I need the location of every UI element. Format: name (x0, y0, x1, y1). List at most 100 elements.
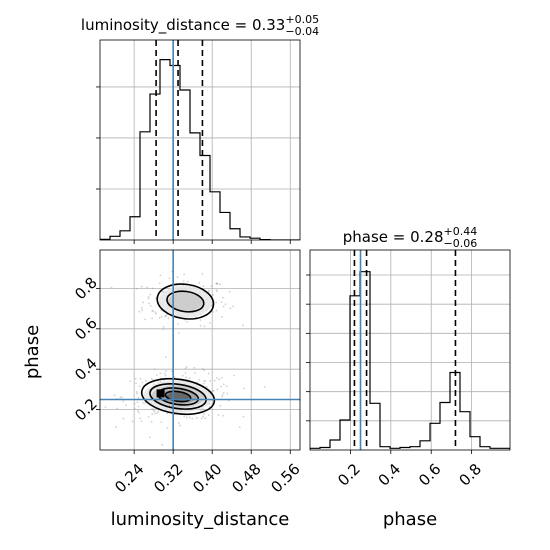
sample-point (141, 309, 144, 312)
sample-point (183, 273, 186, 276)
x-tick-label: 0.32 (150, 460, 186, 496)
sample-point (221, 376, 223, 379)
sample-point (203, 369, 205, 372)
sample-point (238, 426, 241, 429)
quantile-lines (353, 250, 457, 450)
sample-point (224, 303, 227, 306)
sample-point (119, 396, 122, 399)
sample-point (221, 395, 223, 398)
x-tick-label: 0.6 (415, 460, 445, 490)
sample-point (218, 378, 221, 381)
sample-point (226, 392, 229, 395)
sample-point (163, 372, 166, 375)
histogram (100, 58, 300, 240)
sample-point (110, 286, 113, 289)
sample-point (167, 317, 170, 320)
sample-point (154, 311, 157, 314)
sample-point (136, 409, 139, 412)
sample-point (166, 427, 169, 429)
sample-point (139, 377, 142, 380)
sample-point (212, 389, 215, 392)
y-axis-label-phase: phase (22, 325, 43, 379)
sample-point (220, 301, 223, 304)
sample-point (166, 412, 169, 415)
sample-point (202, 382, 205, 385)
sample-point (177, 422, 180, 424)
sample-point (141, 381, 144, 384)
sample-point (170, 370, 173, 373)
sample-point (203, 325, 206, 328)
sample-point (152, 409, 155, 412)
sample-point (211, 390, 214, 393)
x-tick-label: 0.48 (228, 460, 264, 496)
title-upper-error: +0.44 (444, 225, 478, 238)
truth-lines (100, 250, 300, 450)
sample-point (156, 412, 158, 414)
sample-point (168, 277, 171, 280)
y-tick-labels: 0.2 0.4 0.6 0.8 (71, 274, 101, 425)
sample-point (165, 315, 167, 318)
sample-point (193, 366, 196, 369)
sample-point (217, 414, 220, 416)
sample-point (199, 319, 202, 321)
sample-point (161, 443, 164, 446)
luminosity-distance-histogram-panel: luminosity_distance = 0.33+0.05 −0.04 (81, 13, 319, 244)
sample-point (162, 326, 165, 328)
sample-point (147, 296, 150, 298)
y-tick-label: 0.8 (71, 274, 101, 304)
sample-point (229, 307, 232, 310)
sample-point (140, 420, 143, 423)
sample-point (116, 407, 119, 410)
plot-frame (99, 39, 301, 241)
sample-point (215, 289, 218, 292)
sample-point (220, 385, 223, 388)
sample-point (150, 377, 153, 380)
sample-point (213, 379, 216, 382)
sample-point (135, 287, 138, 290)
sample-point (219, 404, 222, 407)
sample-point (154, 312, 157, 315)
sample-point (199, 324, 202, 327)
sample-point (184, 372, 187, 374)
sample-point (164, 370, 167, 372)
sample-point (153, 412, 156, 415)
sample-point (136, 401, 139, 403)
sample-point (164, 315, 167, 318)
sample-point (177, 332, 180, 334)
sample-point (134, 377, 137, 380)
histogram-step (310, 271, 510, 450)
sample-point (243, 387, 246, 390)
sample-point (160, 421, 163, 424)
sample-point (208, 289, 210, 292)
sample-point (158, 316, 161, 319)
sample-point (221, 315, 223, 318)
sample-point (242, 415, 245, 418)
sample-point (136, 392, 138, 395)
sample-point (232, 305, 234, 308)
sample-point (201, 367, 204, 370)
sample-point (215, 301, 218, 304)
histogram-step (100, 58, 300, 240)
x-tick-labels: 0.24 0.32 0.40 0.48 0.56 (111, 460, 303, 496)
sample-point (140, 285, 143, 288)
plot-frame (309, 249, 511, 451)
sample-point (215, 283, 218, 285)
sample-point (215, 282, 218, 285)
sample-point (182, 280, 185, 283)
title-lower-error: −0.04 (285, 25, 319, 38)
sample-point (159, 372, 162, 375)
sample-point (207, 414, 210, 417)
sample-point (216, 282, 219, 285)
sample-point (165, 356, 167, 358)
sample-point (133, 407, 136, 410)
sample-point (151, 413, 154, 416)
title-main: phase = 0.28 (343, 228, 444, 246)
chart-title: phase = 0.28+0.44 −0.06 (343, 225, 478, 250)
phase-histogram-panel: 0.2 0.4 0.6 0.8 phase = 0.28+0.44 −0.06 (306, 225, 511, 490)
sample-point (202, 408, 205, 411)
sample-point (212, 294, 214, 296)
histogram (310, 271, 510, 450)
sample-point (219, 283, 221, 286)
sample-point (216, 388, 219, 391)
sample-point (195, 417, 198, 419)
